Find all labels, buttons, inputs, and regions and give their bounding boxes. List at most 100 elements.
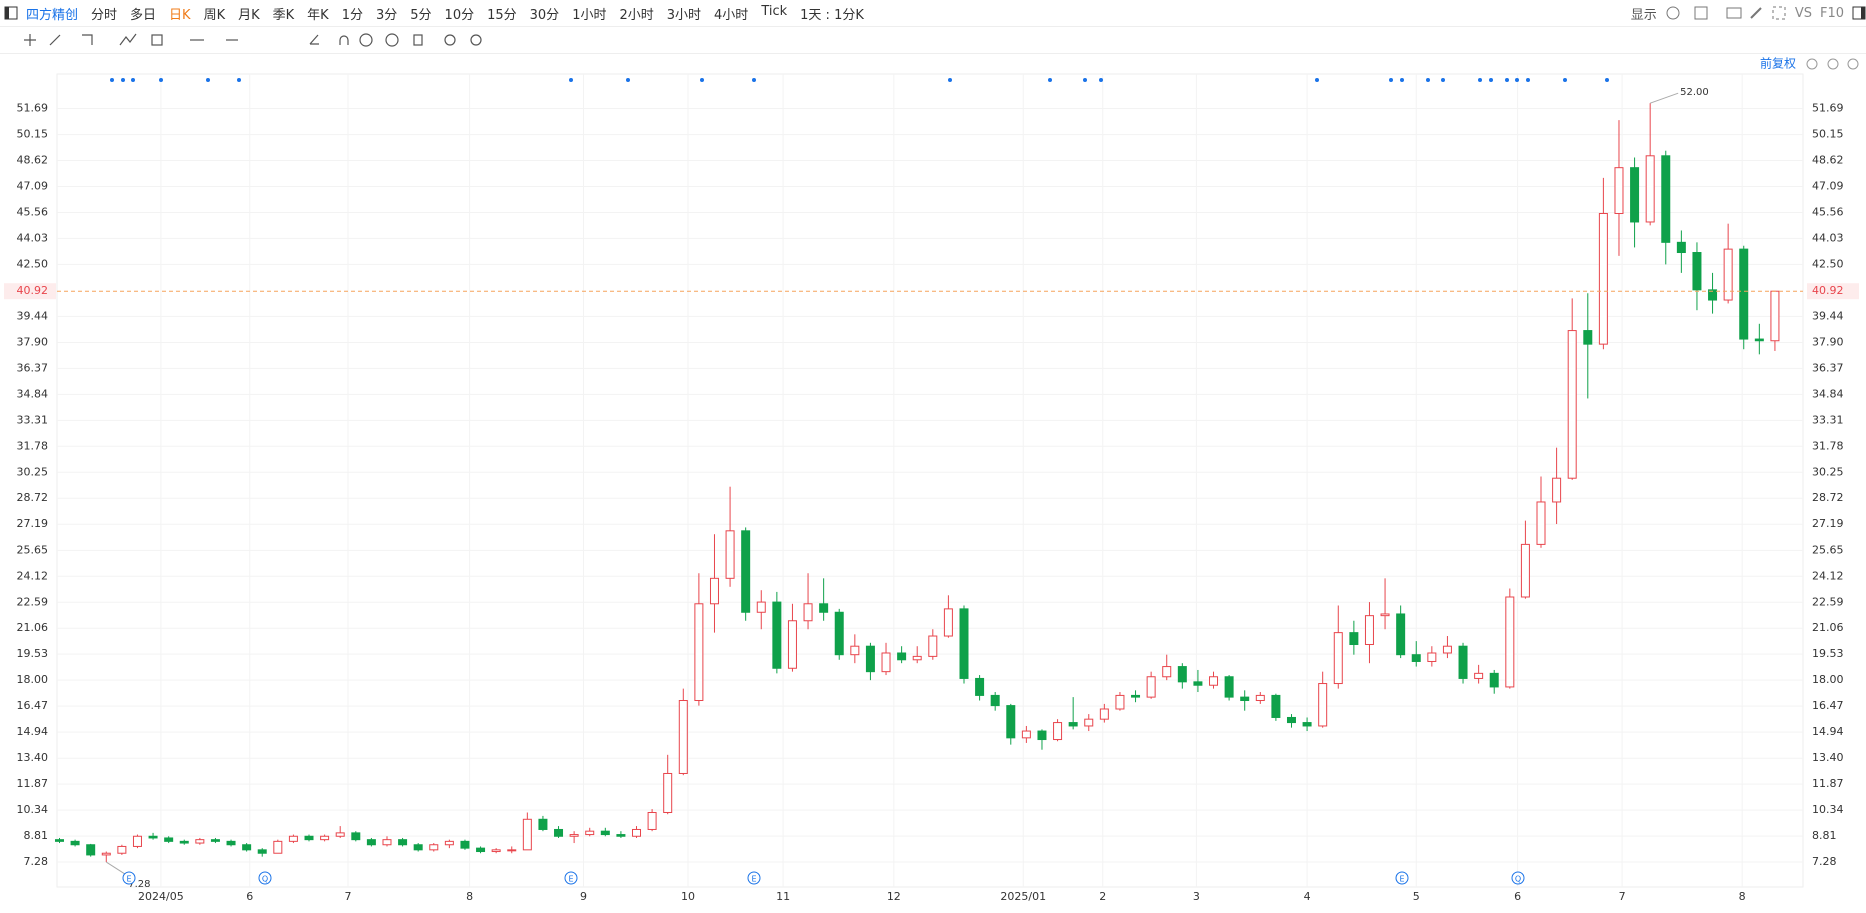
- candle-body: [335, 832, 345, 837]
- candle-body: [1021, 730, 1031, 739]
- event-marker: [122, 871, 136, 885]
- period-tab[interactable]: Tick: [761, 3, 788, 19]
- candle-body: [1614, 167, 1624, 214]
- y-tick-label: 21.06: [1812, 621, 1844, 634]
- candle-body: [897, 652, 907, 661]
- event-dot: [752, 78, 756, 82]
- drawing-tools: [24, 33, 482, 47]
- candle-body: [273, 840, 283, 854]
- x-tick-label: 5: [1413, 890, 1420, 903]
- period-tab[interactable]: 多日: [130, 7, 157, 23]
- f10-button[interactable]: F10: [1819, 5, 1844, 21]
- event-dot: [159, 78, 163, 82]
- candle-body: [132, 835, 142, 847]
- event-dot: [110, 78, 114, 82]
- y-tick-label: 13.40: [1812, 751, 1844, 764]
- period-tab[interactable]: 5分: [410, 7, 432, 23]
- candle-body: [1645, 155, 1655, 223]
- candle-body: [1396, 613, 1406, 656]
- candle-body: [1240, 696, 1250, 702]
- period-tab[interactable]: 年K: [307, 7, 329, 23]
- plot-area: [56, 73, 1804, 888]
- candle-body: [242, 844, 252, 851]
- y-tick-label: 16.47: [1812, 699, 1844, 712]
- last-price-badge: [1807, 283, 1859, 300]
- y-tick-label: 25.65: [17, 543, 49, 556]
- period-tab[interactable]: 1小时: [572, 7, 607, 23]
- period-tab[interactable]: 周K: [203, 7, 226, 23]
- candle-body: [1364, 615, 1374, 646]
- period-tab[interactable]: 季K: [272, 7, 295, 23]
- candle-body: [1209, 676, 1219, 686]
- period-tab[interactable]: 3分: [375, 7, 398, 23]
- low-label: 7.28: [128, 879, 150, 890]
- display-menu[interactable]: 显示: [1630, 7, 1657, 23]
- candle-body: [1520, 543, 1530, 598]
- candle-body: [569, 834, 579, 837]
- period-tab[interactable]: 4小时: [714, 7, 749, 23]
- candle-body: [1630, 167, 1640, 223]
- y-tick-label: 42.50: [1812, 257, 1844, 270]
- candle-body: [663, 772, 673, 814]
- candle-body: [1068, 722, 1078, 727]
- vs-button[interactable]: VS: [1794, 5, 1812, 21]
- y-tick-label: 37.90: [1812, 335, 1844, 348]
- candle-body: [1739, 248, 1749, 340]
- y-tick-label: 42.50: [17, 257, 49, 270]
- last-price-label: 40.92: [17, 284, 49, 297]
- period-tab[interactable]: 分时: [91, 7, 118, 23]
- period-tab[interactable]: 10分: [444, 7, 475, 23]
- y-tick-label: 18.00: [1812, 673, 1844, 686]
- stock-name[interactable]: 四方精创: [26, 7, 79, 23]
- period-tab[interactable]: 月K: [238, 7, 260, 23]
- candle-body: [1099, 708, 1109, 720]
- candle-body: [694, 603, 704, 702]
- candle-body: [101, 852, 111, 856]
- candle-body: [787, 620, 797, 669]
- last-price-badge: [4, 283, 56, 300]
- y-tick-label: 25.65: [1812, 543, 1844, 556]
- y-tick-label: 31.78: [17, 439, 49, 452]
- y-tick-label: 28.72: [17, 491, 49, 504]
- period-tab[interactable]: 2小时: [619, 7, 654, 23]
- y-tick-label: 44.03: [1812, 231, 1844, 244]
- candle-body: [647, 812, 657, 830]
- y-tick-label: 8.81: [24, 829, 49, 842]
- candle-body: [148, 835, 158, 839]
- event-dot: [237, 78, 241, 82]
- candle-body: [1458, 645, 1468, 679]
- y-tick-label: 48.62: [1812, 154, 1844, 167]
- candle-body: [86, 844, 96, 856]
- event-dot: [1441, 78, 1445, 82]
- candle-body: [725, 530, 735, 579]
- adjust-mode[interactable]: 前复权: [1760, 56, 1796, 71]
- period-tab[interactable]: 30分: [529, 7, 560, 23]
- candle-body: [1224, 676, 1234, 698]
- y-tick-label: 45.56: [1812, 205, 1844, 218]
- y-tick-label: 51.69: [17, 101, 49, 114]
- period-tab[interactable]: 日K: [169, 7, 191, 23]
- candle-body: [1318, 683, 1328, 727]
- candle-body: [1583, 330, 1593, 345]
- candle-body: [507, 849, 517, 852]
- candle-body: [320, 835, 330, 841]
- candle-body: [1333, 632, 1343, 685]
- period-tab[interactable]: 15分: [487, 7, 517, 23]
- period-tab[interactable]: 1天 : 1分K: [800, 7, 864, 23]
- event-dot: [1563, 78, 1567, 82]
- candle-body: [413, 844, 423, 851]
- candle-body: [1552, 477, 1562, 503]
- candle-body: [1770, 290, 1780, 342]
- candle-body: [1380, 613, 1390, 617]
- candle-body: [975, 677, 985, 696]
- period-tab[interactable]: 1分: [341, 7, 363, 23]
- period-tab[interactable]: 3小时: [666, 7, 702, 23]
- y-tick-label: 11.87: [17, 777, 49, 790]
- x-tick-label: 6: [1514, 890, 1521, 903]
- x-tick-label: 12: [887, 890, 901, 903]
- event-dot: [1515, 78, 1519, 82]
- panel-icon[interactable]: [1852, 6, 1866, 20]
- sidebar-icon[interactable]: [4, 6, 18, 20]
- candle-body: [819, 603, 829, 613]
